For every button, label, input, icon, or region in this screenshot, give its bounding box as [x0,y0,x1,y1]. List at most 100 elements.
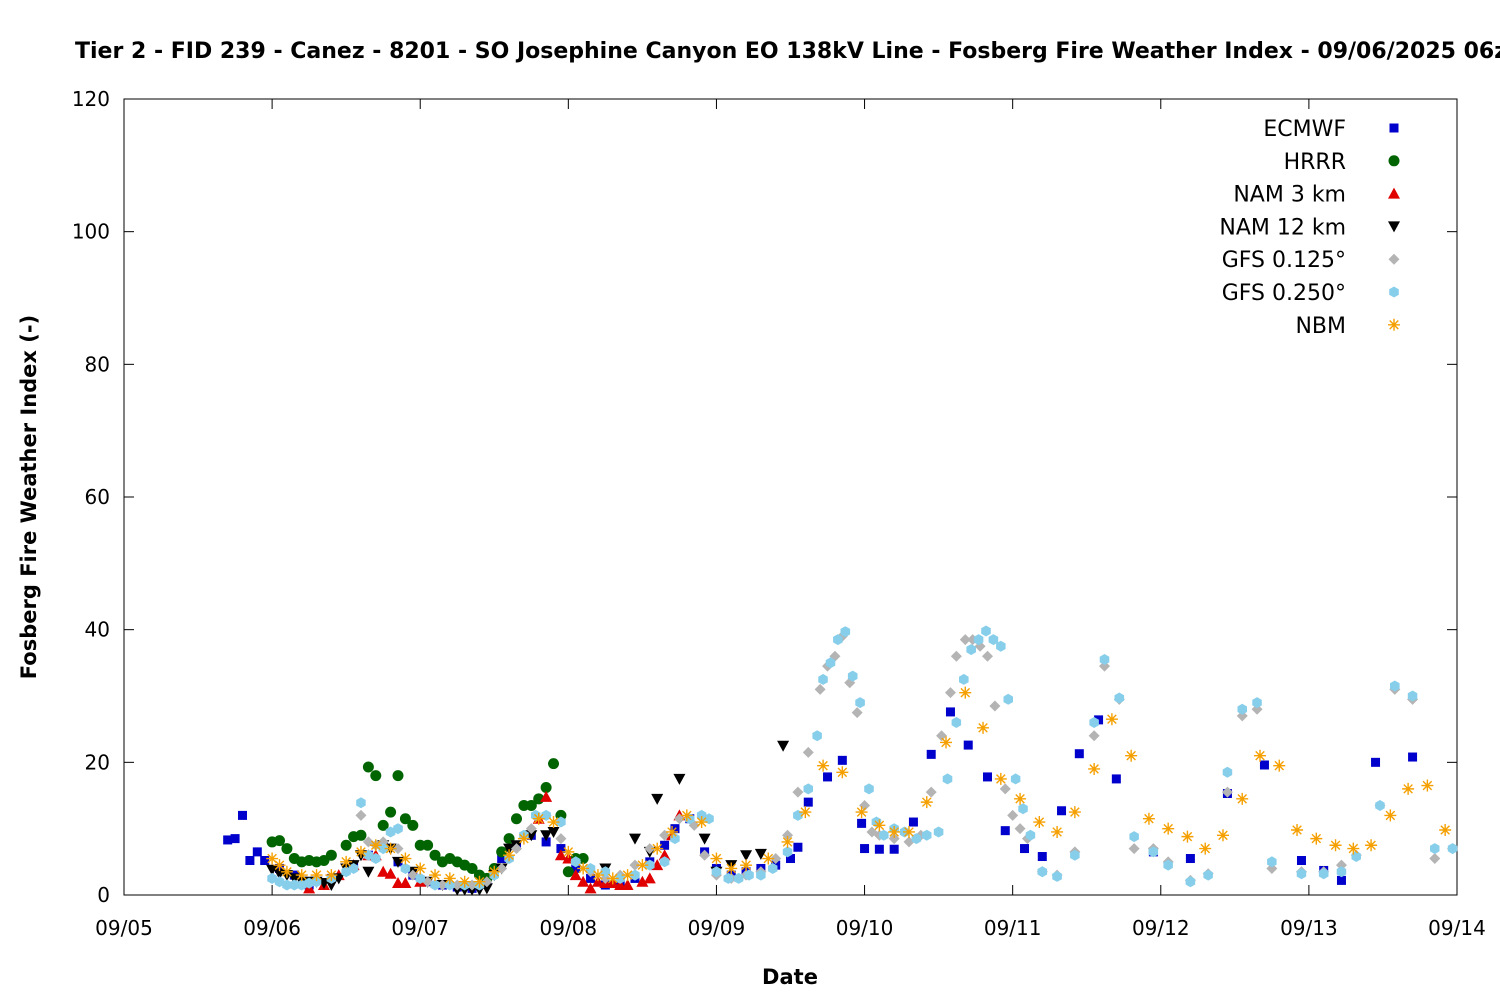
data-point [540,790,553,802]
data-point [606,872,619,885]
data-point [733,872,744,884]
data-point [304,877,314,889]
data-point [237,810,247,820]
series-gfs-0-125- [355,630,1459,891]
data-point [1105,713,1118,726]
data-point [888,833,900,845]
data-point [362,866,375,878]
data-point [792,786,804,798]
data-point [370,770,382,782]
data-point [659,856,670,868]
data-point [1259,760,1269,770]
data-point [814,683,826,695]
data-point [1148,846,1159,858]
data-point [252,847,262,857]
data-point [989,700,1001,712]
data-point [857,818,867,828]
data-point [1254,749,1267,762]
legend-marker [1388,318,1400,331]
data-point [879,829,889,841]
data-point [377,865,390,877]
data-point [1000,826,1010,836]
data-point [266,852,279,865]
data-point [1421,779,1434,792]
data-point [399,852,412,865]
data-point [874,844,884,854]
data-point [1033,816,1046,829]
data-point [803,797,813,807]
data-point [429,849,441,861]
data-point [355,829,367,841]
data-point [908,817,918,827]
data-point [933,826,944,838]
data-point [768,863,778,874]
data-point [926,749,936,759]
data-point [951,717,962,728]
data-point [540,830,553,842]
legend-label: ECMWF [1263,117,1346,142]
data-point [799,806,812,819]
data-point [1439,823,1452,836]
data-point [1430,843,1440,855]
data-point [777,740,790,752]
data-point [925,786,937,798]
data-point [981,625,991,637]
data-point [1003,693,1013,705]
data-point [325,869,338,882]
data-point [341,866,351,878]
data-point [698,833,711,845]
data-point [1318,868,1329,880]
data-point [562,845,575,858]
legend-label: GFS 0.125° [1222,248,1346,273]
data-point [977,721,990,734]
data-point [629,859,641,871]
data-point [348,863,359,874]
data-point [1408,752,1418,762]
legend-label: NAM 3 km [1233,183,1346,208]
data-point [643,872,656,884]
data-point [571,856,581,868]
data-point [429,869,442,882]
data-point [770,853,782,865]
data-point [966,644,976,656]
data-point [873,819,886,832]
data-point [541,837,551,847]
data-point [959,634,971,646]
data-point [1237,703,1247,715]
data-point [1267,856,1277,868]
data-point [855,697,865,709]
data-point [889,844,899,854]
legend-label: NBM [1295,314,1346,339]
data-point [1371,757,1381,767]
y-tick-label: 80 [85,352,110,376]
data-point [658,849,671,861]
data-point [651,842,664,855]
data-point [289,879,300,891]
data-point [959,673,969,685]
data-point [554,849,567,861]
data-point [430,879,440,891]
data-point [1291,823,1304,836]
data-point [786,854,795,864]
data-point [1014,792,1027,805]
x-axis-label: Date [762,965,818,989]
data-point [297,879,307,891]
data-point [781,835,794,848]
data-point [1447,843,1458,855]
data-point [591,869,604,882]
data-point [354,845,367,858]
data-point [288,873,301,885]
y-tick-label: 20 [85,750,110,774]
series-nbm [266,686,1452,888]
data-point [1010,773,1021,785]
data-point [942,773,953,785]
data-point [1203,869,1213,881]
data-point [963,740,973,750]
data-point [325,849,337,861]
data-point [817,759,830,772]
data-point [556,844,566,854]
data-point [266,864,279,876]
data-point [996,640,1006,652]
data-point [836,766,849,779]
data-point [407,819,419,831]
